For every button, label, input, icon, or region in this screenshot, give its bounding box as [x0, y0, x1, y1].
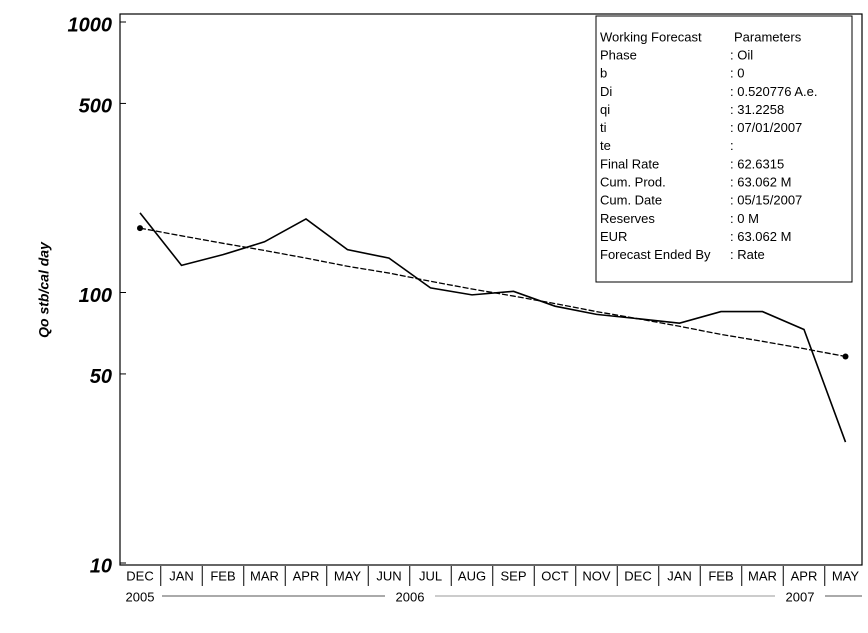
x-tick-label: FEB	[210, 568, 235, 583]
parameter-value: : 07/01/2007	[730, 120, 802, 135]
parameter-value: : 62.6315	[730, 156, 784, 171]
x-tick-label: MAR	[748, 568, 777, 583]
parameter-name: Reserves	[600, 211, 655, 226]
plot-frame	[119, 13, 863, 566]
parameter-value: : Rate	[730, 247, 765, 262]
parameter-name: ti	[600, 120, 607, 135]
year-label: 2006	[396, 589, 425, 604]
series-line	[139, 212, 847, 443]
parameter-value: : 31.2258	[730, 102, 784, 117]
parameter-value: : 63.062 M	[730, 175, 791, 190]
y-tick-label: 50	[90, 366, 112, 388]
x-tick-label: SEP	[500, 568, 526, 583]
y-tick-label: 500	[79, 96, 112, 118]
parameter-name: Cum. Prod.	[600, 175, 666, 190]
x-tick-label: NOV	[582, 568, 611, 583]
forecast-point	[137, 225, 143, 232]
y-tick-label: 1000	[68, 14, 113, 36]
parameter-name: Forecast Ended By	[600, 247, 711, 262]
parameter-value: :	[730, 138, 734, 153]
parameters-box	[595, 15, 853, 283]
x-tick-label: JAN	[667, 568, 692, 583]
parameter-name: b	[600, 66, 607, 81]
x-tick-label: OCT	[541, 568, 569, 583]
x-tick-label: MAY	[334, 568, 362, 583]
x-tick-label: FEB	[708, 568, 733, 583]
parameter-name: Cum. Date	[600, 193, 662, 208]
x-tick-label: APR	[293, 568, 320, 583]
parameter-name: Phase	[600, 48, 637, 63]
x-tick-label: JUL	[419, 568, 442, 583]
y-tick-label: 10	[90, 555, 112, 577]
parameter-value: : 0 M	[730, 211, 759, 226]
parameter-name: Final Rate	[600, 156, 659, 171]
x-tick-label: APR	[791, 568, 818, 583]
parameter-value: : 0.520776 A.e.	[730, 84, 817, 99]
parameters-header: Parameters	[734, 29, 802, 44]
year-label: 2005	[126, 589, 155, 604]
year-label: 2007	[786, 589, 815, 604]
parameter-name: qi	[600, 102, 610, 117]
x-tick-label: DEC	[624, 568, 651, 583]
parameter-value: : 0	[730, 66, 744, 81]
x-tick-label: MAR	[250, 568, 279, 583]
x-tick-label: DEC	[126, 568, 153, 583]
series-line	[139, 227, 846, 358]
parameters-header: Working Forecast	[600, 29, 702, 44]
x-tick-label: JUN	[376, 568, 401, 583]
parameter-value: : Oil	[730, 48, 753, 63]
x-tick-label: MAY	[832, 568, 860, 583]
parameter-value: : 63.062 M	[730, 229, 791, 244]
parameter-name: EUR	[600, 229, 627, 244]
parameter-value: : 05/15/2007	[730, 193, 802, 208]
y-tick-label: 100	[79, 285, 112, 307]
forecast-point	[842, 353, 849, 360]
x-tick-label: AUG	[458, 568, 486, 583]
parameter-name: te	[600, 138, 611, 153]
y-axis-label: Qo stb/cal day	[36, 241, 52, 338]
parameter-name: Di	[600, 84, 612, 99]
x-tick-label: JAN	[169, 568, 194, 583]
